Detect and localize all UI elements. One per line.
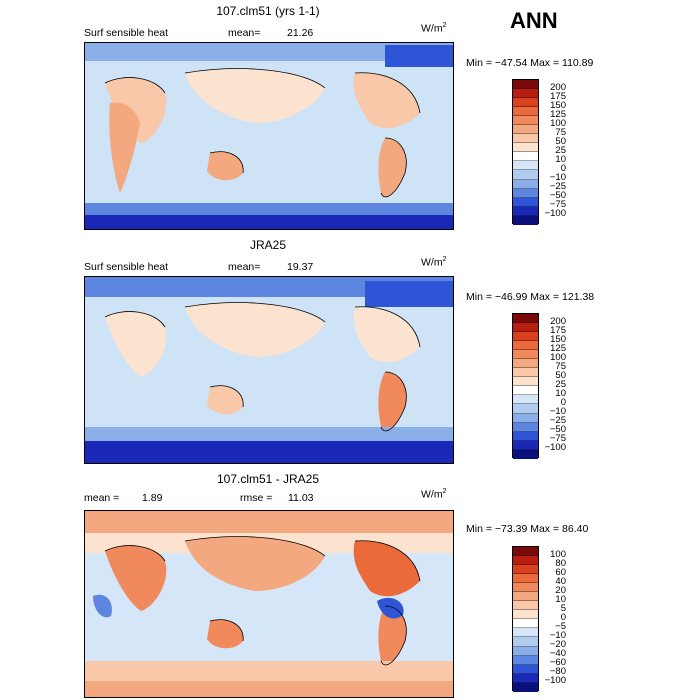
panel2-min-max: Min = −46.99 Max = 121.38 (466, 291, 595, 303)
panel1-title: 107.clm51 (yrs 1-1) (216, 4, 320, 18)
colorbar-tick-label: 75 (555, 361, 566, 372)
colorbar-tick-label: 0 (560, 612, 566, 623)
colorbar-tick-label: 50 (555, 370, 566, 381)
colorbar-tick-label: 40 (555, 576, 566, 587)
panel2-colorbar-labels: 200 175 150 125 100 75 50 25 10 0 −10 −2… (536, 313, 566, 458)
colorbar-tick-label: 10 (555, 388, 566, 399)
panel1-mean-value: 21.26 (287, 27, 314, 39)
colorbar-tick-label: −20 (549, 639, 566, 650)
colorbar-tick-label: 175 (550, 91, 566, 102)
panel2-map (84, 276, 454, 464)
colorbar-tick-label: 100 (550, 549, 566, 560)
colorbar-tick-label: 200 (550, 316, 566, 327)
panel1-colorbar-labels: 200 175 150 125 100 75 50 25 10 0 −10 −2… (536, 79, 566, 224)
colorbar-tick-label: 150 (550, 100, 566, 111)
panel1-mean-label: mean= (228, 27, 261, 39)
colorbar-tick-label: 0 (560, 397, 566, 408)
panel3-min-max: Min = −73.39 Max = 86.40 (466, 523, 589, 535)
colorbar-tick-label: 20 (555, 585, 566, 596)
panel2-mean-value: 19.37 (287, 261, 314, 273)
colorbar-tick-label: 200 (550, 82, 566, 93)
panel3-rmse-label: rmse = (240, 492, 273, 504)
panel2-units: W/m2 (421, 256, 447, 269)
panel3-colorbar-labels: 100 80 60 40 20 10 5 0 −5 −10 −20 −40 −6… (536, 546, 566, 691)
colorbar-tick-label: 80 (555, 558, 566, 569)
panel1-colorbar (512, 79, 539, 225)
colorbar-tick-label: 125 (550, 109, 566, 120)
colorbar-tick-label: −40 (549, 648, 566, 659)
colorbar-tick-label: 150 (550, 334, 566, 345)
colorbar-tick-label: 125 (550, 343, 566, 354)
panel3-units: W/m2 (421, 488, 447, 501)
panel3-map (84, 510, 454, 698)
colorbar-tick-label: −50 (549, 424, 566, 435)
colorbar-tick-label: 25 (555, 379, 566, 390)
colorbar-tick-label: 175 (550, 325, 566, 336)
panel1-min-max: Min = −47.54 Max = 110.89 (466, 57, 594, 69)
colorbar-tick-label: −75 (549, 433, 566, 444)
colorbar-tick-label: 60 (555, 567, 566, 578)
colorbar-tick-label: −5 (555, 621, 566, 632)
colorbar-tick-label: −25 (549, 181, 566, 192)
panel3-mean-value: 1.89 (142, 492, 163, 504)
colorbar-tick-label: −50 (549, 190, 566, 201)
colorbar-tick-label: −10 (549, 630, 566, 641)
colorbar-tick-label: 75 (555, 127, 566, 138)
panel2-mean-label: mean= (228, 261, 261, 273)
panel1-map (84, 42, 454, 230)
colorbar-tick-label: −80 (549, 666, 566, 677)
panel1-variable-label: Surf sensible heat (84, 27, 169, 39)
colorbar-tick-label: 100 (550, 118, 566, 129)
panel1-units: W/m2 (421, 22, 447, 35)
colorbar-tick-label: 10 (555, 594, 566, 605)
panel2-colorbar (512, 313, 539, 459)
colorbar-tick-label: 25 (555, 145, 566, 156)
colorbar-tick-label: −100 (544, 675, 566, 686)
colorbar-tick-label: 50 (555, 136, 566, 147)
colorbar-tick-label: −25 (549, 415, 566, 426)
colorbar-tick-label: 0 (560, 163, 566, 174)
colorbar-tick-label: −60 (549, 657, 566, 668)
panel3-mean-label: mean = (84, 492, 120, 504)
colorbar-tick-label: −100 (544, 442, 566, 453)
colorbar-tick-label: −100 (544, 208, 566, 219)
panel3-colorbar (512, 546, 539, 692)
season-label: ANN (510, 8, 558, 33)
colorbar-tick-label: 5 (560, 603, 566, 614)
panel3-rmse-value: 11.03 (288, 492, 314, 504)
colorbar-tick-label: −10 (549, 406, 566, 417)
colorbar-tick-label: 10 (555, 154, 566, 165)
panel2-title: JRA25 (249, 238, 287, 252)
panel3-title: 107.clm51 - JRA25 (216, 472, 320, 486)
colorbar-tick-label: −10 (549, 172, 566, 183)
colorbar-tick-label: −75 (549, 199, 566, 210)
colorbar-tick-label: 100 (550, 352, 566, 363)
panel2-variable-label: Surf sensible heat (84, 261, 169, 273)
